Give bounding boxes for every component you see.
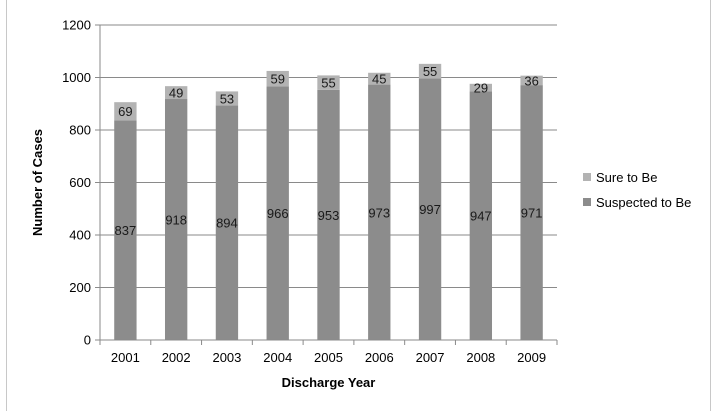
- bar-suspected-2004: [266, 86, 289, 340]
- y-tick-label: 600: [69, 175, 91, 190]
- bar-suspected-2003: [215, 105, 239, 340]
- bar-suspected-2007: [418, 78, 442, 340]
- legend-label: Sure to Be: [596, 170, 657, 185]
- data-label: 894: [216, 216, 238, 231]
- data-label: 966: [267, 206, 289, 221]
- legend-label: Suspected to Be: [596, 195, 691, 210]
- x-tick-label: 2005: [314, 350, 343, 365]
- bar-suspected-2005: [317, 89, 340, 341]
- data-label: 973: [368, 205, 390, 220]
- x-tick-label: 2004: [263, 350, 292, 365]
- bar-suspected-2001: [114, 120, 137, 340]
- bar-suspected-2002: [164, 99, 188, 341]
- bar-sure-2007: [418, 63, 442, 79]
- bar-sure-2008: [469, 83, 493, 92]
- bar-sure-2001: [114, 102, 137, 121]
- x-tick-label: 2001: [111, 350, 140, 365]
- x-axis-title: Discharge Year: [282, 375, 376, 390]
- bars: [114, 63, 543, 341]
- data-label: 918: [165, 213, 187, 228]
- legend: Sure to Be Suspected to Be: [583, 170, 691, 210]
- y-tick-label: 0: [84, 333, 91, 348]
- y-tick-label: 1000: [62, 70, 91, 85]
- x-tick-label: 2003: [212, 350, 241, 365]
- bar-suspected-2008: [469, 91, 493, 340]
- bar-sure-2006: [368, 72, 391, 85]
- legend-swatch: [583, 173, 591, 181]
- x-tick-label: 2007: [416, 350, 445, 365]
- bar-sure-2003: [215, 91, 239, 106]
- x-tick-label: 2002: [162, 350, 191, 365]
- data-label: 53: [220, 91, 234, 106]
- data-label: 971: [521, 206, 543, 221]
- y-tick-label: 200: [69, 280, 91, 295]
- y-tick-label: 400: [69, 228, 91, 243]
- bar-suspected-2009: [520, 85, 543, 340]
- data-label: 997: [419, 202, 441, 217]
- y-axis-title: Number of Cases: [30, 129, 45, 236]
- bar-sure-2005: [317, 75, 340, 90]
- data-label: 36: [524, 73, 538, 88]
- data-label: 953: [318, 208, 340, 223]
- chart-frame: [6, 0, 711, 411]
- bar-sure-2004: [266, 70, 289, 87]
- y-tick-label: 800: [69, 123, 91, 138]
- bar-sure-2002: [164, 86, 188, 100]
- data-label: 947: [470, 209, 492, 224]
- legend-swatch: [583, 198, 591, 206]
- data-labels: 837 69 918 49 894 53 966 59 953 55 973 45 997 55 947 29…: [115, 64, 543, 238]
- data-label: 55: [423, 64, 437, 79]
- data-label: 49: [169, 86, 183, 101]
- data-label: 55: [321, 76, 335, 91]
- data-label: 45: [372, 72, 386, 87]
- x-tick-label: 2008: [466, 350, 495, 365]
- bar-suspected-2006: [368, 84, 391, 341]
- data-label: 837: [115, 223, 137, 238]
- bar-sure-2009: [520, 75, 543, 86]
- x-tick-label: 2009: [517, 350, 546, 365]
- axes: 0 200 400 600 800 1000 1200 2001 2002 2003 2004 200…: [62, 18, 558, 365]
- y-tick-label: 1200: [62, 18, 91, 33]
- data-label: 29: [474, 81, 488, 96]
- data-label: 69: [118, 104, 132, 119]
- x-tick-label: 2006: [365, 350, 394, 365]
- data-label: 59: [270, 72, 284, 87]
